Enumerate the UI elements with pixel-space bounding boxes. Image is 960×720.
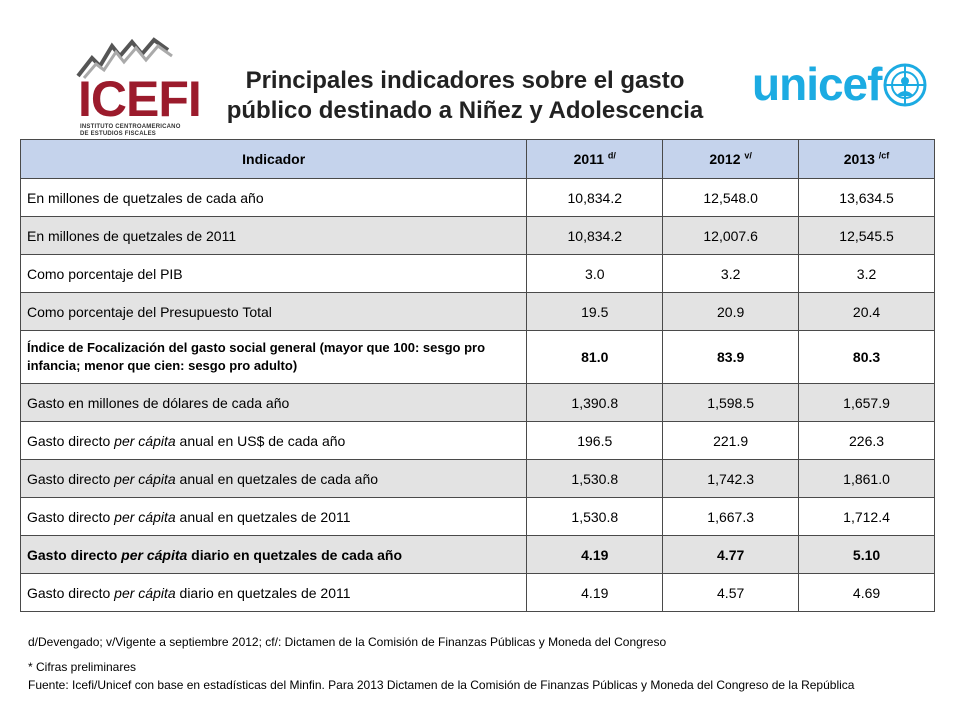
row-value-2012: 1,598.5 — [662, 383, 800, 422]
header-2011: 2011 d/ — [526, 139, 664, 179]
row-value-2013: 3.2 — [798, 254, 935, 293]
header-2013-label: 2013 — [843, 151, 875, 167]
row-value-2012: 221.9 — [662, 421, 800, 460]
row-indicator: Como porcentaje del Presupuesto Total — [19, 292, 528, 331]
row-indicator-post: diario en quetzales de 2011 — [175, 584, 351, 601]
row-indicator: Como porcentaje del PIB — [19, 254, 528, 293]
row-value-2011: 4.19 — [526, 573, 664, 612]
header-2013: 2013 /cf — [798, 139, 935, 179]
page-title-line2: público destinado a Niñez y Adolescencia — [226, 97, 704, 124]
row-indicator: Gasto en millones de dólares de cada año — [19, 383, 528, 422]
page-title: Principales indicadores sobre el gasto p… — [200, 66, 730, 126]
table-row: Gasto directo per cápita diario en quetz… — [19, 535, 935, 574]
page-title-line1: Principales indicadores sobre el gasto — [245, 67, 685, 94]
header-2011-sup: d/ — [607, 150, 616, 161]
footnote-preliminary: * Cifras preliminares — [28, 660, 137, 674]
table-row: Gasto directo per cápita anual en US$ de… — [19, 421, 935, 460]
row-value-2013: 20.4 — [798, 292, 935, 331]
footnote-source: Fuente: Icefi/Unicef con base en estadís… — [28, 678, 855, 692]
row-value-2013: 12,545.5 — [798, 216, 935, 255]
table-row: Gasto en millones de dólares de cada año… — [19, 383, 935, 422]
table-row: Gasto directo per cápita anual en quetza… — [19, 497, 935, 536]
row-indicator: En millones de quetzales de cada año — [19, 178, 528, 217]
row-indicator: Gasto directo per cápita anual en quetza… — [19, 459, 528, 498]
row-value-2011: 1,390.8 — [526, 383, 664, 422]
row-value-2013: 4.69 — [798, 573, 935, 612]
row-value-2013: 80.3 — [798, 330, 935, 384]
row-indicator-pre: Gasto directo — [27, 470, 115, 487]
row-value-2012: 1,667.3 — [662, 497, 800, 536]
icefi-subtitle: INSTITUTO CENTROAMERICANO DE ESTUDIOS FI… — [80, 124, 181, 138]
row-indicator-em: per cápita — [114, 470, 176, 487]
row-indicator-em: per cápita — [114, 508, 176, 525]
row-indicator: Índice de Focalización del gasto social … — [19, 330, 528, 384]
row-indicator: En millones de quetzales de 2011 — [19, 216, 528, 255]
row-indicator-em: per cápita — [121, 546, 188, 563]
table-header-row: Indicador 2011 d/ 2012 v/ 2013 /cf — [19, 139, 935, 179]
table-row: En millones de quetzales de cada año 10,… — [19, 178, 935, 217]
row-value-2011: 1,530.8 — [526, 497, 664, 536]
table-row: En millones de quetzales de 2011 10,834.… — [19, 216, 935, 255]
icefi-wordmark: ICEFI — [78, 71, 202, 127]
row-indicator-em: per cápita — [114, 584, 176, 601]
row-value-2013: 1,712.4 — [798, 497, 935, 536]
unicef-wordmark: unicef — [752, 58, 882, 110]
row-value-2012: 3.2 — [662, 254, 800, 293]
row-value-2012: 1,742.3 — [662, 459, 800, 498]
row-indicator-pre: Gasto directo — [27, 546, 122, 563]
table-row: Índice de Focalización del gasto social … — [19, 330, 935, 384]
icefi-subtitle-line1: INSTITUTO CENTROAMERICANO — [80, 124, 181, 130]
row-value-2011: 10,834.2 — [526, 216, 664, 255]
row-value-2011: 1,530.8 — [526, 459, 664, 498]
footnote-abbreviations: d/Devengado; v/Vigente a septiembre 2012… — [28, 635, 667, 649]
unicef-logo: unicef — [752, 58, 932, 114]
row-value-2013: 1,861.0 — [798, 459, 935, 498]
row-value-2013: 13,634.5 — [798, 178, 935, 217]
row-value-2012: 4.57 — [662, 573, 800, 612]
row-indicator-pre: Gasto directo — [27, 584, 115, 601]
header-2011-label: 2011 — [573, 151, 604, 167]
row-indicator: Gasto directo per cápita diario en quetz… — [19, 573, 528, 612]
unicef-emblem-icon — [883, 63, 927, 107]
row-value-2011: 19.5 — [526, 292, 664, 331]
mountain-chart-icon — [76, 37, 173, 79]
icefi-subtitle-line2: DE ESTUDIOS FISCALES — [80, 131, 157, 137]
row-indicator-post: anual en quetzales de 2011 — [175, 508, 351, 525]
table-row: Como porcentaje del PIB 3.0 3.2 3.2 — [19, 254, 935, 293]
header-2012: 2012 v/ — [662, 139, 800, 179]
icefi-logo: ICEFI INSTITUTO CENTROAMERICANO DE ESTUD… — [76, 36, 202, 137]
header-2013-sup: /cf — [878, 150, 890, 161]
row-value-2012: 12,007.6 — [662, 216, 800, 255]
row-indicator: Gasto directo per cápita anual en quetza… — [19, 497, 528, 536]
header-indicator: Indicador — [19, 139, 528, 179]
table-row: Gasto directo per cápita diario en quetz… — [19, 573, 935, 612]
row-indicator-pre: Gasto directo — [27, 432, 115, 449]
row-value-2011: 10,834.2 — [526, 178, 664, 217]
row-value-2011: 4.19 — [526, 535, 664, 574]
row-value-2011: 3.0 — [526, 254, 664, 293]
indicators-table: Indicador 2011 d/ 2012 v/ 2013 /cf En mi… — [19, 139, 935, 612]
header-2012-label: 2012 — [709, 151, 741, 167]
row-value-2012: 83.9 — [662, 330, 800, 384]
row-value-2013: 226.3 — [798, 421, 935, 460]
row-indicator: Gasto directo per cápita diario en quetz… — [19, 535, 528, 574]
table-row: Como porcentaje del Presupuesto Total 19… — [19, 292, 935, 331]
row-indicator-em: per cápita — [114, 432, 176, 449]
row-value-2012: 20.9 — [662, 292, 800, 331]
row-value-2012: 4.77 — [662, 535, 800, 574]
row-value-2013: 1,657.9 — [798, 383, 935, 422]
row-indicator: Gasto directo per cápita anual en US$ de… — [19, 421, 528, 460]
row-indicator-post: anual en quetzales de cada año — [175, 470, 379, 487]
row-value-2011: 81.0 — [526, 330, 664, 384]
row-indicator-post: anual en US$ de cada año — [175, 432, 346, 449]
row-value-2013: 5.10 — [798, 535, 935, 574]
row-indicator-post: diario en quetzales de cada año — [187, 546, 403, 563]
row-indicator-pre: Gasto directo — [27, 508, 115, 525]
header-2012-sup: v/ — [744, 150, 752, 161]
row-value-2012: 12,548.0 — [662, 178, 800, 217]
table-row: Gasto directo per cápita anual en quetza… — [19, 459, 935, 498]
row-value-2011: 196.5 — [526, 421, 664, 460]
